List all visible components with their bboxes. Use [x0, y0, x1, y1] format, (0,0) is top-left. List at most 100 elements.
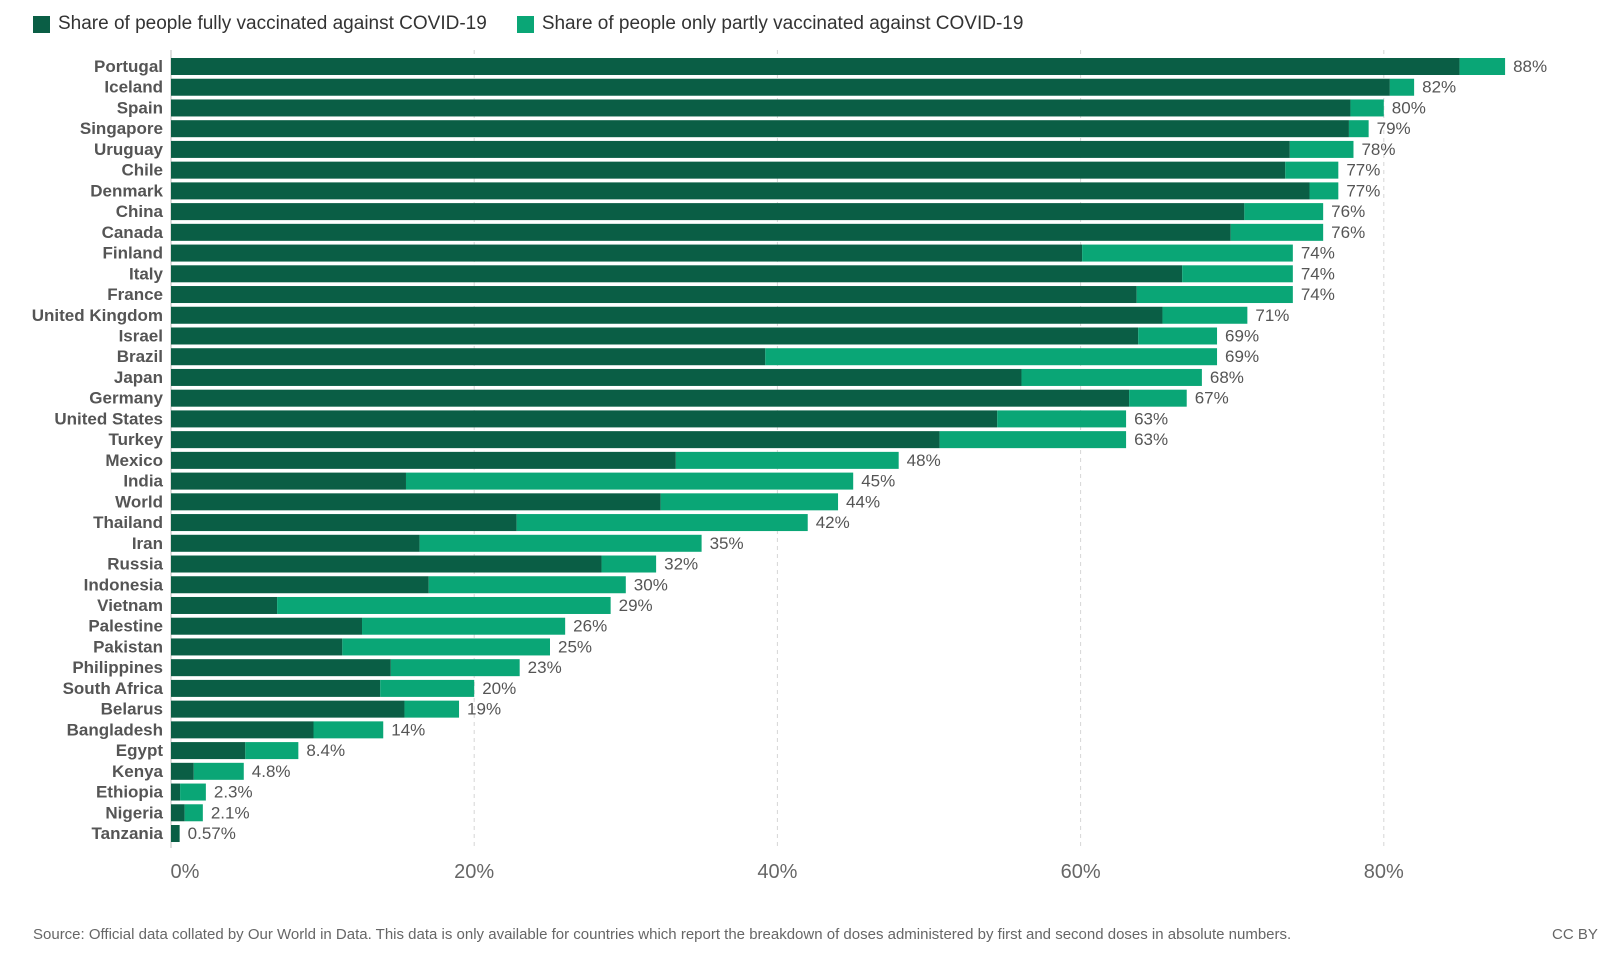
bar-partly-denmark[interactable]	[1309, 182, 1339, 200]
bar-fully-ethiopia[interactable]	[171, 783, 181, 801]
bar-partly-france[interactable]	[1136, 286, 1293, 304]
bar-fully-singapore[interactable]	[171, 120, 1349, 138]
legend-label-fully: Share of people fully vaccinated against…	[58, 13, 487, 34]
bar-partly-canada[interactable]	[1230, 223, 1324, 241]
bar-partly-brazil[interactable]	[765, 348, 1218, 366]
value-label-kenya: 4.8%	[252, 762, 291, 781]
bar-partly-chile[interactable]	[1285, 161, 1339, 179]
bar-fully-iran[interactable]	[171, 534, 420, 552]
bar-partly-iceland[interactable]	[1389, 78, 1415, 96]
bar-fully-china[interactable]	[171, 203, 1245, 221]
bar-partly-italy[interactable]	[1182, 265, 1293, 283]
category-label-bangladesh: Bangladesh	[67, 720, 163, 739]
bar-partly-philippines[interactable]	[390, 659, 520, 677]
bar-partly-china[interactable]	[1244, 203, 1324, 221]
bar-partly-bangladesh[interactable]	[313, 721, 384, 739]
category-label-denmark: Denmark	[90, 181, 163, 200]
bar-fully-thailand[interactable]	[171, 514, 517, 532]
bar-partly-world[interactable]	[660, 493, 839, 511]
bar-partly-egypt[interactable]	[245, 742, 299, 760]
bar-fully-world[interactable]	[171, 493, 661, 511]
bar-fully-germany[interactable]	[171, 389, 1130, 407]
license-link[interactable]: CC BY	[1552, 926, 1598, 943]
bar-fully-france[interactable]	[171, 286, 1137, 304]
value-label-canada: 76%	[1331, 223, 1365, 242]
bar-partly-portugal[interactable]	[1459, 58, 1506, 75]
category-label-japan: Japan	[114, 368, 163, 387]
bar-fully-vietnam[interactable]	[171, 596, 278, 614]
bar-fully-pakistan[interactable]	[171, 638, 343, 656]
bar-fully-palestine[interactable]	[171, 617, 363, 635]
bar-partly-indonesia[interactable]	[428, 576, 626, 594]
bar-fully-united-kingdom[interactable]	[171, 306, 1163, 324]
bar-fully-russia[interactable]	[171, 555, 602, 573]
bar-partly-mexico[interactable]	[675, 451, 899, 469]
bar-partly-finland[interactable]	[1082, 244, 1293, 262]
bar-fully-south-africa[interactable]	[171, 679, 381, 697]
bar-fully-denmark[interactable]	[171, 182, 1310, 200]
bar-fully-united-states[interactable]	[171, 410, 998, 428]
bar-partly-thailand[interactable]	[516, 514, 808, 532]
legend-item-partly[interactable]: Share of people only partly vaccinated a…	[516, 13, 1023, 35]
bar-partly-japan[interactable]	[1021, 368, 1202, 386]
bar-partly-singapore[interactable]	[1348, 120, 1369, 138]
bar-fully-portugal[interactable]	[171, 58, 1460, 75]
category-label-turkey: Turkey	[109, 430, 164, 449]
bar-partly-ethiopia[interactable]	[180, 783, 206, 801]
bar-fully-philippines[interactable]	[171, 659, 391, 677]
bar-partly-vietnam[interactable]	[277, 596, 611, 614]
bar-fully-bangladesh[interactable]	[171, 721, 314, 739]
bar-fully-finland[interactable]	[171, 244, 1083, 262]
value-label-pakistan: 25%	[558, 637, 592, 656]
bar-fully-uruguay[interactable]	[171, 140, 1290, 158]
bar-fully-tanzania[interactable]	[171, 825, 180, 843]
bar-partly-palestine[interactable]	[362, 617, 566, 635]
bar-partly-nigeria[interactable]	[184, 804, 203, 822]
category-label-thailand: Thailand	[93, 513, 163, 532]
bar-fully-belarus[interactable]	[171, 700, 405, 718]
category-label-singapore: Singapore	[80, 119, 163, 138]
bar-partly-israel[interactable]	[1138, 327, 1218, 345]
bar-partly-kenya[interactable]	[193, 762, 244, 780]
category-label-indonesia: Indonesia	[84, 575, 164, 594]
bar-partly-uruguay[interactable]	[1289, 140, 1354, 158]
bar-partly-germany[interactable]	[1129, 389, 1187, 407]
bar-fully-turkey[interactable]	[171, 431, 940, 449]
bar-fully-egypt[interactable]	[171, 742, 246, 760]
category-label-iran: Iran	[132, 534, 163, 553]
value-label-iceland: 82%	[1422, 78, 1456, 97]
bar-fully-italy[interactable]	[171, 265, 1183, 283]
bar-fully-kenya[interactable]	[171, 762, 194, 780]
bar-partly-india[interactable]	[405, 472, 854, 490]
bar-partly-united-kingdom[interactable]	[1162, 306, 1248, 324]
bar-fully-mexico[interactable]	[171, 451, 676, 469]
bar-fully-chile[interactable]	[171, 161, 1286, 179]
bar-partly-belarus[interactable]	[404, 700, 460, 718]
category-label-finland: Finland	[103, 244, 163, 263]
bar-fully-canada[interactable]	[171, 223, 1231, 241]
bar-fully-nigeria[interactable]	[171, 804, 185, 822]
legend-item-fully[interactable]: Share of people fully vaccinated against…	[33, 13, 487, 35]
bar-fully-indonesia[interactable]	[171, 576, 429, 594]
bar-partly-spain[interactable]	[1350, 99, 1384, 117]
bar-partly-iran[interactable]	[419, 534, 702, 552]
bar-fully-israel[interactable]	[171, 327, 1139, 345]
value-label-china: 76%	[1331, 202, 1365, 221]
bar-partly-south-africa[interactable]	[380, 679, 475, 697]
value-label-italy: 74%	[1301, 264, 1335, 283]
bar-partly-russia[interactable]	[601, 555, 657, 573]
bar-fully-iceland[interactable]	[171, 78, 1390, 96]
value-label-france: 74%	[1301, 285, 1335, 304]
bar-partly-united-states[interactable]	[997, 410, 1127, 428]
value-label-uruguay: 78%	[1361, 140, 1395, 159]
category-label-germany: Germany	[89, 389, 163, 408]
bar-fully-japan[interactable]	[171, 368, 1022, 386]
bar-fully-brazil[interactable]	[171, 348, 766, 366]
bar-partly-turkey[interactable]	[939, 431, 1127, 449]
category-label-france: France	[107, 285, 163, 304]
value-label-indonesia: 30%	[634, 575, 668, 594]
bar-fully-spain[interactable]	[171, 99, 1351, 117]
bar-partly-pakistan[interactable]	[342, 638, 550, 656]
bar-fully-india[interactable]	[171, 472, 406, 490]
category-label-tanzania: Tanzania	[92, 824, 164, 843]
